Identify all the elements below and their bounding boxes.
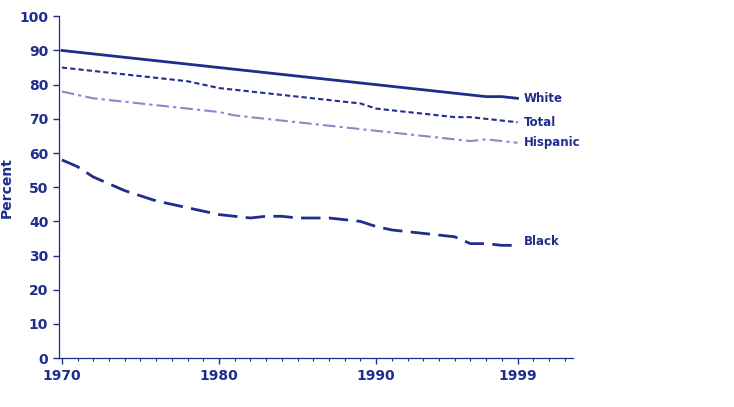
Text: Black: Black [524,235,559,248]
Text: White: White [524,92,563,105]
Text: Hispanic: Hispanic [524,136,581,149]
Text: Total: Total [524,116,556,129]
Y-axis label: Percent: Percent [0,157,14,218]
